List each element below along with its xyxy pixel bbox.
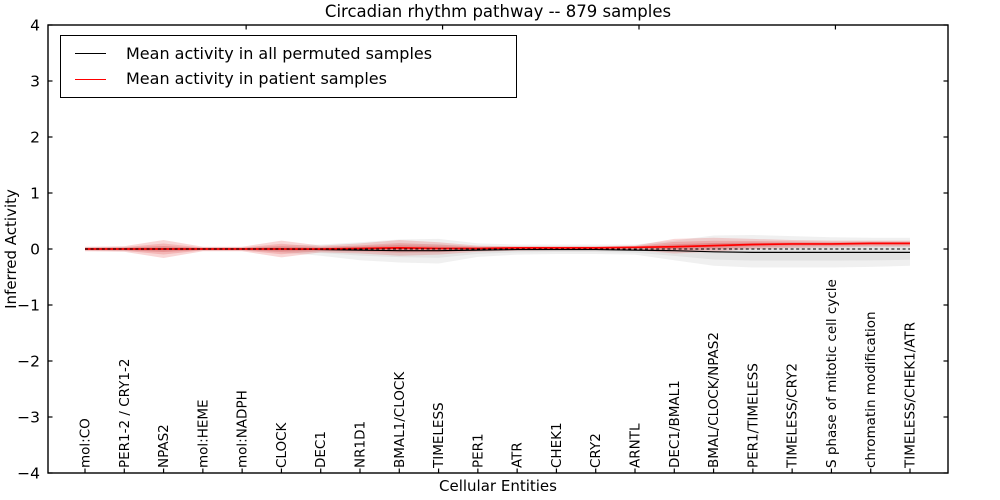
x-category-label: chromatin modification xyxy=(863,311,879,468)
legend-item-permuted: Mean activity in all permuted samples xyxy=(75,43,516,63)
x-category-label: PER1/TIMELESS xyxy=(745,363,761,468)
legend-label-patient: Mean activity in patient samples xyxy=(126,69,387,89)
y-tick-label: −4 xyxy=(17,465,40,483)
y-tick-label: 0 xyxy=(30,241,40,259)
x-category-label: DEC1/BMAL1 xyxy=(667,380,683,468)
permuted-samples-range-band xyxy=(85,235,910,268)
x-category-label: S phase of mitotic cell cycle xyxy=(824,279,840,468)
legend-item-patient: Mean activity in patient samples xyxy=(75,71,516,87)
x-category-label: PER1 xyxy=(470,433,486,468)
x-category-label: CLOCK xyxy=(274,421,290,468)
legend: Mean activity in all permuted samples Me… xyxy=(60,35,517,98)
x-category-label: NPAS2 xyxy=(156,424,172,468)
x-category-label: ARNTL xyxy=(628,423,644,468)
x-category-label: mol:HEME xyxy=(195,399,211,468)
x-category-label: PER1-2 / CRY1-2 xyxy=(117,359,133,468)
y-tick-label: 4 xyxy=(30,17,40,35)
y-tick-label: −1 xyxy=(17,297,40,315)
x-category-label: mol:CO xyxy=(78,418,94,468)
permuted-line-swatch xyxy=(75,53,106,55)
y-tick-label: 1 xyxy=(30,185,40,203)
patient-line-swatch xyxy=(75,78,106,80)
x-category-label: TIMELESS/CHEK1/ATR xyxy=(903,322,919,469)
x-category-label: TIMELESS xyxy=(431,402,447,469)
y-tick-label: 3 xyxy=(30,73,40,91)
x-category-label: ATR xyxy=(510,442,526,468)
x-axis-label: Cellular Entities xyxy=(439,477,557,495)
x-category-label: CRY2 xyxy=(588,433,604,468)
x-category-label: BMAL/CLOCK/NPAS2 xyxy=(706,332,722,468)
x-category-label: NR1D1 xyxy=(353,421,369,468)
patient-mean-line xyxy=(85,242,910,250)
y-tick-label: −3 xyxy=(17,409,40,427)
x-category-label: BMAL1/CLOCK xyxy=(392,371,408,468)
legend-label-permuted: Mean activity in all permuted samples xyxy=(126,43,433,63)
permuted-samples-range-band xyxy=(85,242,910,261)
chart-title: Circadian rhythm pathway -- 879 samples xyxy=(324,2,672,21)
x-category-label: TIMELESS/CRY2 xyxy=(785,363,801,469)
x-category-label: DEC1 xyxy=(313,431,329,468)
y-tick-label: 2 xyxy=(30,129,40,147)
x-category-label: CHEK1 xyxy=(549,422,565,468)
y-tick-label: −2 xyxy=(17,353,40,371)
x-category-label: mol:NADPH xyxy=(235,390,251,468)
